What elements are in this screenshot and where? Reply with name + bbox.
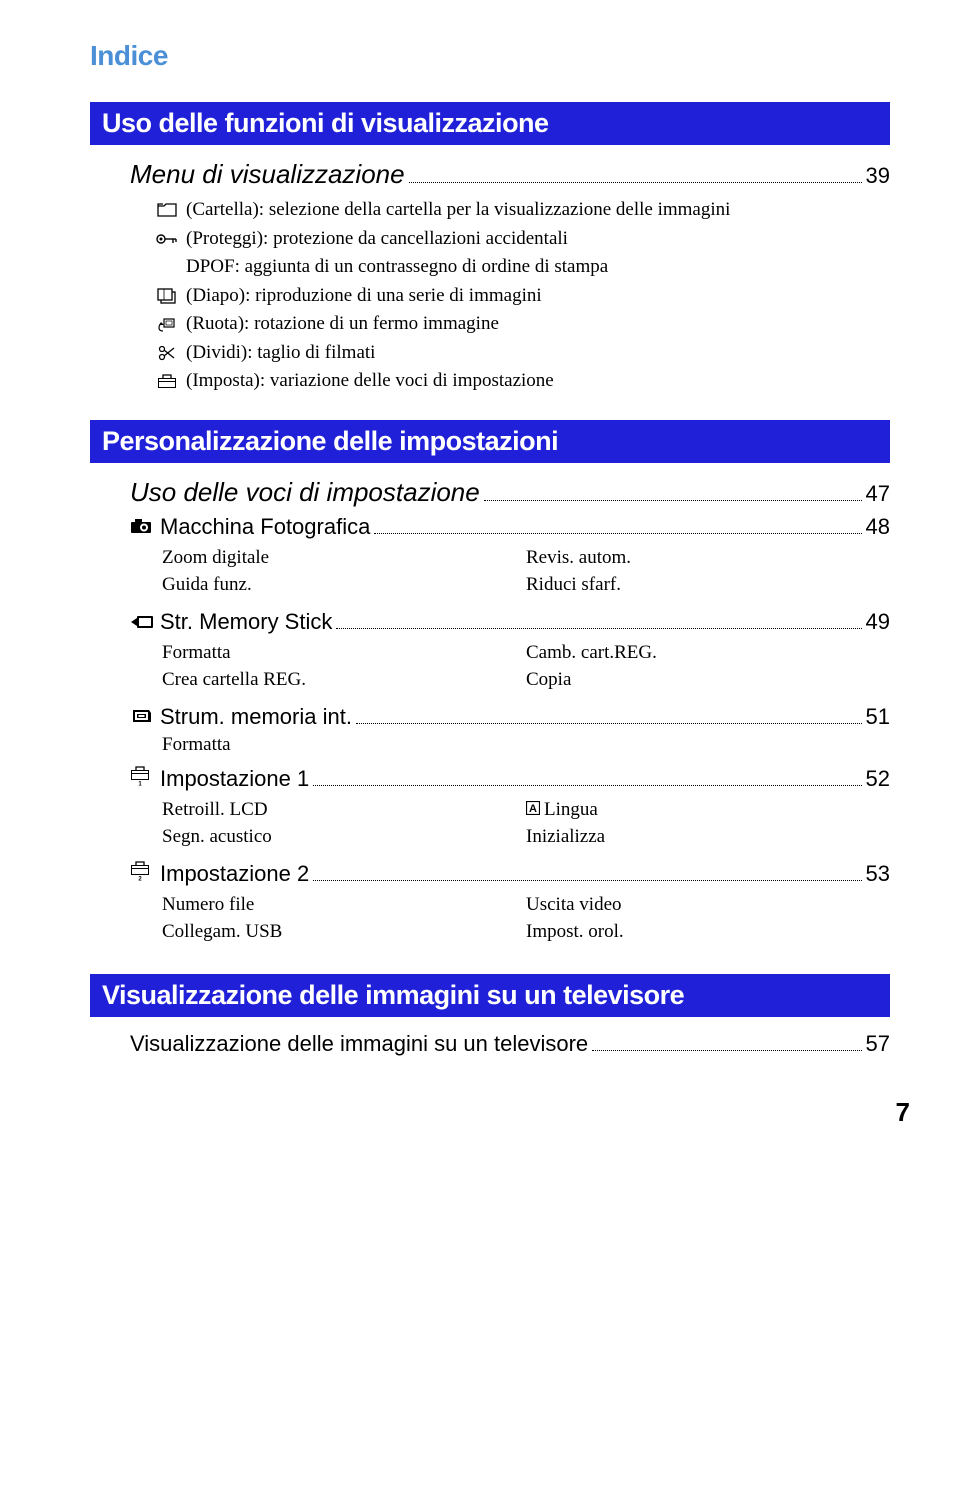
toc-entry: Str. Memory Stick 49 [130,609,890,635]
settings-italic-entry: Uso delle voci di impostazione 47 [130,477,890,508]
sub-item-text: DPOF: aggiunta di un contrassegno di ord… [186,253,608,282]
sub-item-text: (Ruota): rotazione di un fermo immagine [186,310,499,339]
a-icon: A [526,796,540,824]
dots-leader [592,1050,861,1051]
ms-icon [130,615,160,629]
dots-leader [409,182,862,183]
entry-text: Impostazione 1 [160,766,309,792]
column: Revis. autom.Riduci sfarf. [526,544,890,599]
entry-page: 47 [866,481,890,507]
section-customize-settings: Personalizzazione delle impostazioni [90,420,890,463]
toc-entry: Strum. memoria int. 51 [130,704,890,730]
sub-item-text: (Dividi): taglio di filmati [186,339,375,368]
toolbox-icon [156,373,178,389]
menu-sub-item: (Cartella): selezione della cartella per… [156,196,890,225]
menu-title-page: 39 [866,163,890,189]
dots-leader [313,785,861,786]
sub-item-text: (Proteggi): protezione da cancellazioni … [186,225,568,254]
camera-icon [130,518,160,534]
column-item: Revis. autom. [526,544,890,572]
dots-leader [313,880,861,881]
column-item: Guida funz. [162,571,526,599]
entry-columns: Numero fileCollegam. USBUscita videoImpo… [162,891,890,946]
entry-columns: Zoom digitaleGuida funz.Revis. autom.Rid… [162,544,890,599]
column-item: Collegam. USB [162,918,526,946]
column-item: Zoom digitale [162,544,526,572]
svg-text:A: A [529,803,537,815]
menu-sub-item: (Imposta): variazione delle voci di impo… [156,367,890,396]
chip-icon [130,708,160,724]
entry-page: 53 [866,861,890,887]
page-number: 7 [90,1097,910,1128]
sub-item-text: (Diapo): riproduzione di una serie di im… [186,282,542,311]
menu-sub-item: DPOF: aggiunta di un contrassegno di ord… [156,253,890,282]
column-item: Formatta [162,639,526,667]
menu-items-list: (Cartella): selezione della cartella per… [90,196,890,396]
tv-entry-page: 57 [866,1031,890,1057]
column-item: Inizializza [526,823,890,851]
column-item: Crea cartella REG. [162,666,526,694]
dots-leader [356,723,862,724]
column: ALinguaInizializza [526,796,890,851]
tb2-icon: 2 [130,861,160,881]
tv-entry-text: Visualizzazione delle immagini su un tel… [130,1031,588,1057]
sub-item-text: (Imposta): variazione delle voci di impo… [186,367,554,396]
folder-icon [156,203,178,217]
menu-visualization-title: Menu di visualizzazione 39 [130,159,890,190]
toc-entry: 2 Impostazione 2 53 [130,861,890,887]
entry-single: Formatta [162,734,890,756]
entry-columns: Retroill. LCDSegn. acusticoALinguaInizia… [162,796,890,851]
tv-display-entry: Visualizzazione delle immagini su un tel… [130,1031,890,1057]
scissors-icon [156,344,178,362]
entry-text: Impostazione 2 [160,861,309,887]
dots-leader [336,628,861,629]
entry-columns: FormattaCrea cartella REG.Camb. cart.REG… [162,639,890,694]
column: Zoom digitaleGuida funz. [162,544,526,599]
section-visualization-functions: Uso delle funzioni di visualizzazione [90,102,890,145]
column-item: Riduci sfarf. [526,571,890,599]
column-item: ALingua [526,796,890,824]
column-item: Uscita video [526,891,890,919]
slide-icon [156,288,178,304]
column: Camb. cart.REG.Copia [526,639,890,694]
column-item: Segn. acustico [162,823,526,851]
menu-sub-item: (Diapo): riproduzione di una serie di im… [156,282,890,311]
entry-page: 51 [866,704,890,730]
dots-leader [374,533,861,534]
menu-title-text: Menu di visualizzazione [130,159,405,190]
column: FormattaCrea cartella REG. [162,639,526,694]
column: Numero fileCollegam. USB [162,891,526,946]
column-item: Copia [526,666,890,694]
menu-sub-item: (Proteggi): protezione da cancellazioni … [156,225,890,254]
dots-leader [484,500,862,501]
column: Uscita videoImpost. orol. [526,891,890,946]
entry-text: Macchina Fotografica [160,514,370,540]
svg-text:1: 1 [138,781,142,786]
column-item: Impost. orol. [526,918,890,946]
key-icon [156,233,178,245]
entry-page: 48 [866,514,890,540]
page-header: Indice [90,40,890,72]
entry-text: Str. Memory Stick [160,609,332,635]
column: Retroill. LCDSegn. acustico [162,796,526,851]
rotate-icon [156,316,178,332]
sub-item-text: (Cartella): selezione della cartella per… [186,196,730,225]
settings-entries: Uso delle voci di impostazione 47 Macchina… [90,477,890,946]
section-tv-display: Visualizzazione delle immagini su un tel… [90,974,890,1017]
column-item: Numero file [162,891,526,919]
toc-entry: Macchina Fotografica 48 [130,514,890,540]
entry-page: 52 [866,766,890,792]
svg-text:2: 2 [138,876,142,881]
entry-page: 49 [866,609,890,635]
entry-text: Strum. memoria int. [160,704,352,730]
tb1-icon: 1 [130,766,160,786]
column-item: Camb. cart.REG. [526,639,890,667]
entry-text: Uso delle voci di impostazione [130,477,480,508]
menu-sub-item: (Dividi): taglio di filmati [156,339,890,368]
toc-entry: 1 Impostazione 1 52 [130,766,890,792]
column-item: Retroill. LCD [162,796,526,824]
menu-sub-item: (Ruota): rotazione di un fermo immagine [156,310,890,339]
